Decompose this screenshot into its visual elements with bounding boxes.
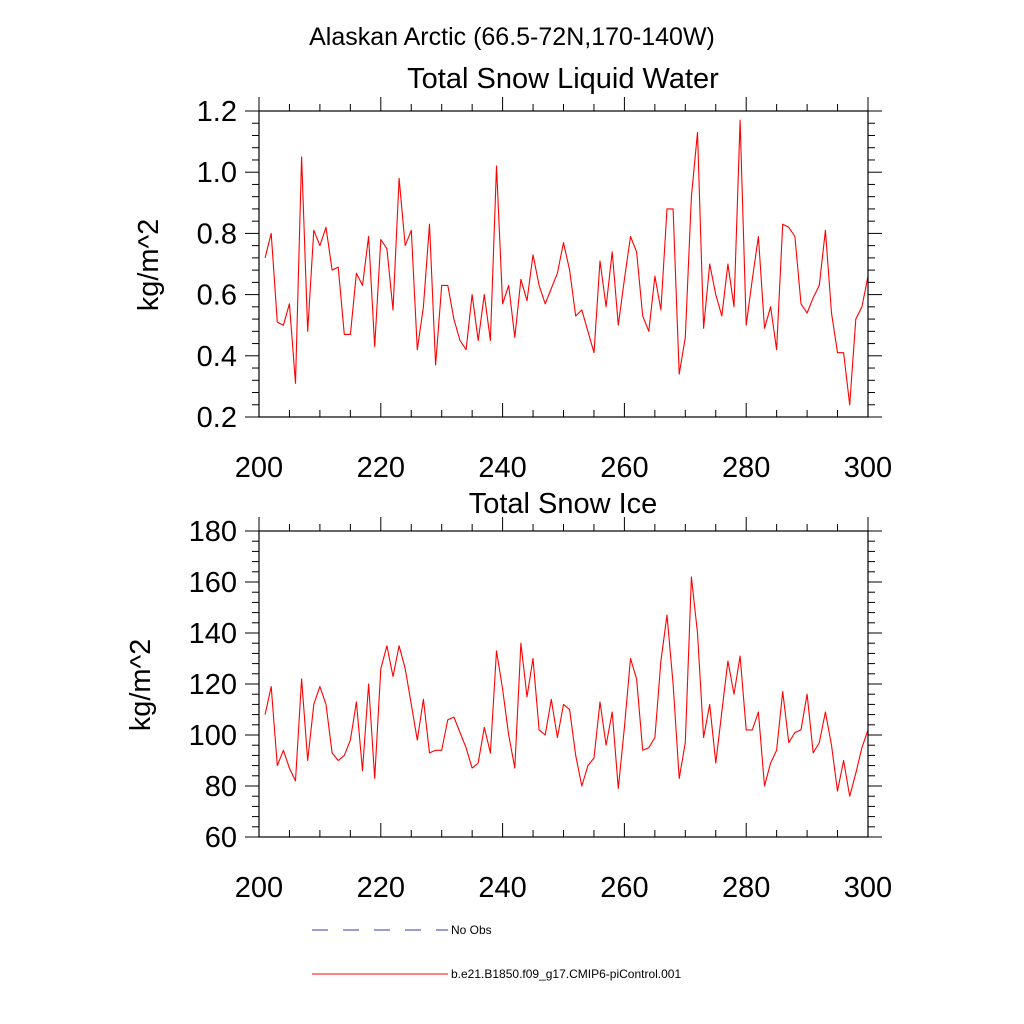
y-tick-label: 0.8	[197, 218, 237, 250]
x-tick-label: 280	[722, 452, 770, 484]
x-tick-label: 260	[600, 872, 648, 904]
y-tick-label: 60	[205, 822, 237, 854]
data-series	[264, 576, 869, 797]
series-line	[264, 576, 869, 797]
y-tick-label: 0.2	[197, 402, 237, 434]
chart-title: Total Snow Liquid Water	[407, 63, 719, 95]
plot-frame	[258, 530, 869, 838]
y-axis-label: kg/m^2	[133, 219, 165, 312]
y-axis-label: kg/m^2	[125, 639, 157, 732]
legend-entry-model: b.e21.B1850.f09_g17.CMIP6-piControl.001	[312, 967, 681, 981]
chart-panel-snow-ice: Total Snow Ice kg/m^2 60 80 100 120 140 160 18…	[125, 488, 892, 904]
y-tick-labels: 0.2 0.4 0.6 0.8 1.0 1.2	[197, 96, 237, 434]
x-tick-label: 280	[722, 872, 770, 904]
x-tick-label: 260	[600, 452, 648, 484]
y-tick-labels: 60 80 100 120 140 160 180	[189, 516, 237, 854]
x-tick-label: 200	[235, 872, 283, 904]
series-line	[264, 119, 869, 406]
y-tick-label: 1.2	[197, 96, 237, 128]
legend-label: b.e21.B1850.f09_g17.CMIP6-piControl.001	[451, 967, 681, 981]
figure-title: Alaskan Arctic (66.5-72N,170-140W)	[309, 23, 715, 51]
x-tick-label: 300	[844, 452, 892, 484]
x-tick-label: 300	[844, 872, 892, 904]
y-tick-label: 0.4	[197, 341, 237, 373]
x-tick-label: 220	[357, 452, 405, 484]
data-series	[264, 119, 869, 406]
y-tick-label: 120	[189, 669, 237, 701]
y-tick-label: 160	[189, 567, 237, 599]
x-tick-label: 200	[235, 452, 283, 484]
plot-frame	[258, 110, 869, 418]
y-tick-label: 80	[205, 771, 237, 803]
y-tick-label: 100	[189, 720, 237, 752]
chart-title: Total Snow Ice	[469, 488, 658, 520]
chart-panel-snow-liquid-water: Total Snow Liquid Water kg/m^2 0.2 0.4 0.6…	[133, 63, 892, 484]
y-tick-label: 0.6	[197, 280, 237, 312]
y-tick-label: 140	[189, 618, 237, 650]
tick-marks	[245, 97, 882, 418]
y-tick-label: 180	[189, 516, 237, 548]
x-tick-label: 240	[478, 452, 526, 484]
legend: No Obs b.e21.B1850.f09_g17.CMIP6-piContr…	[312, 923, 681, 981]
legend-label: No Obs	[451, 923, 492, 937]
legend-entry-no-obs: No Obs	[312, 923, 492, 937]
x-tick-label: 240	[478, 872, 526, 904]
y-tick-label: 1.0	[197, 157, 237, 189]
x-tick-label: 220	[357, 872, 405, 904]
tick-marks	[245, 517, 882, 838]
x-tick-labels: 200 220 240 260 280 300	[235, 452, 892, 484]
x-tick-labels: 200 220 240 260 280 300	[235, 872, 892, 904]
